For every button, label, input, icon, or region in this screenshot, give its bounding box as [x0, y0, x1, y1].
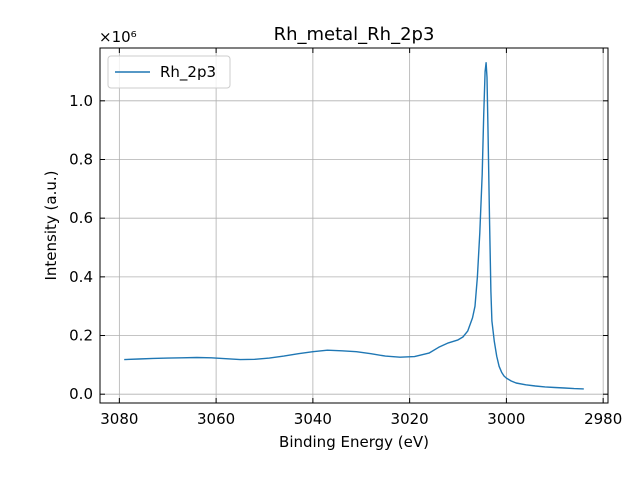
- x-tick-label: 3040: [294, 410, 332, 428]
- legend: Rh_2p3: [107, 55, 231, 89]
- y-tick-label: 0.0: [69, 385, 93, 403]
- x-tick-label: 3080: [100, 410, 138, 428]
- y-tick-label: 1.0: [69, 92, 93, 110]
- x-tick-label: 3000: [487, 410, 525, 428]
- grid-lines: [100, 48, 608, 403]
- x-tick-label: 3060: [197, 410, 235, 428]
- plot-frame: [99, 47, 609, 404]
- x-tick-label: 2980: [584, 410, 622, 428]
- y-axis-multiplier: ×10⁶: [99, 28, 137, 46]
- y-axis-label: Intensity (a.u.): [42, 171, 60, 281]
- y-tick-label: 0.2: [69, 327, 93, 345]
- series-group: [124, 62, 584, 390]
- x-axis-label: Binding Energy (eV): [279, 433, 429, 451]
- series-line-rh-2p3: [124, 62, 584, 390]
- y-tick-label: 0.4: [69, 268, 93, 286]
- legend-box: [107, 55, 231, 89]
- axis-ticks: 3080 3060 3040 3020 3000 2980 0.0 0.2 0.4 0.6 0.8 1…: [69, 48, 622, 428]
- chart-title: Rh_metal_Rh_2p3: [274, 24, 435, 45]
- legend-label-rh-2p3: Rh_2p3: [160, 63, 216, 82]
- y-tick-label: 0.8: [69, 150, 93, 168]
- x-tick-label: 3020: [391, 410, 429, 428]
- y-tick-label: 0.6: [69, 209, 93, 227]
